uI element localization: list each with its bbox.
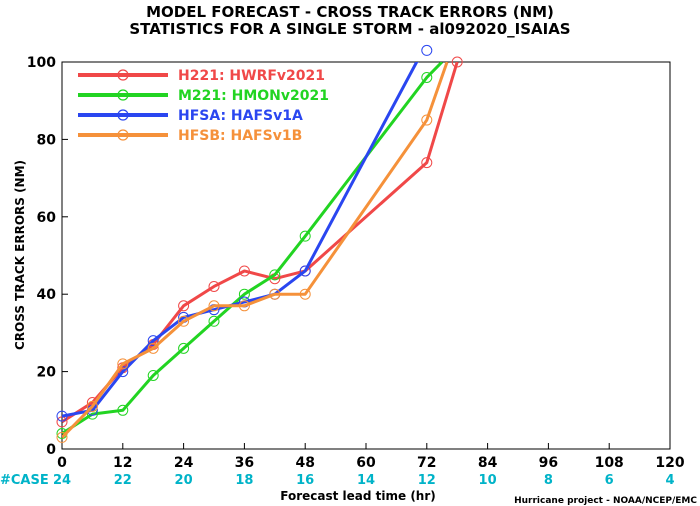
data-point	[178, 315, 190, 327]
x-tick-label: 108	[595, 455, 624, 471]
x-tick-label: 24	[174, 455, 194, 471]
legend-label: M221: HMONv2021	[178, 88, 329, 104]
data-point	[56, 410, 68, 422]
series-line	[62, 62, 449, 439]
plot-frame	[61, 61, 671, 450]
data-point	[421, 157, 433, 169]
case-count: 22	[114, 473, 132, 488]
case-count: 6	[605, 473, 614, 488]
case-count: 10	[479, 473, 497, 488]
data-point	[178, 342, 190, 354]
legend-marker	[117, 129, 129, 141]
data-point	[86, 400, 98, 412]
case-count: 8	[544, 473, 553, 488]
legend-marker	[117, 109, 129, 121]
data-point	[147, 369, 159, 381]
data-point	[238, 288, 250, 300]
data-point	[117, 358, 129, 370]
data-point	[299, 288, 311, 300]
case-count: 24	[53, 473, 71, 488]
chart-subtitle: STATISTICS FOR A SINGLE STORM - al092020…	[129, 20, 570, 38]
legend-label: HFSA: HAFSv1A	[178, 108, 303, 124]
series-line	[62, 62, 444, 435]
y-tick-label: 60	[37, 210, 57, 226]
y-tick-label: 80	[37, 132, 57, 148]
x-tick-label: 60	[356, 455, 376, 471]
series-line	[62, 62, 419, 418]
case-count: 12	[418, 473, 436, 488]
data-point	[208, 315, 220, 327]
data-point	[299, 265, 311, 277]
axis-ticks: 0 12 24 36 48 60 72 84 96 108 120 0 20 40 60 80 100	[27, 55, 685, 471]
x-tick-label: 84	[478, 455, 498, 471]
case-label: #CASE	[0, 473, 49, 488]
data-point	[56, 416, 68, 428]
data-point	[238, 300, 250, 312]
y-axis-label: CROSS TRACK ERRORS (NM)	[13, 160, 27, 350]
y-tick-label: 100	[27, 55, 56, 71]
x-tick-label: 36	[235, 455, 254, 471]
case-count: 4	[665, 473, 674, 488]
data-point	[421, 114, 433, 126]
data-point	[56, 431, 68, 443]
legend-label: H221: HWRFv2021	[178, 68, 325, 84]
y-tick-label: 0	[46, 442, 56, 458]
data-point	[178, 300, 190, 312]
data-point	[269, 288, 281, 300]
x-tick-label: 96	[539, 455, 558, 471]
case-count: 16	[296, 473, 314, 488]
legend-marker	[117, 89, 129, 101]
data-point	[421, 71, 433, 83]
data-point	[421, 44, 433, 56]
series-group	[56, 62, 444, 440]
data-point	[451, 56, 463, 68]
credit-text: Hurricane project - NOAA/NCEP/EMC	[514, 496, 697, 506]
case-counts: 24 22 20 18 16 14 12 10 8 6 4	[53, 473, 675, 488]
data-point	[299, 230, 311, 242]
x-tick-label: 120	[655, 455, 684, 471]
x-tick-label: 48	[295, 455, 314, 471]
y-tick-label: 20	[37, 365, 57, 381]
data-point	[208, 300, 220, 312]
x-axis-label: Forecast lead time (hr)	[280, 489, 436, 503]
case-count: 18	[235, 473, 253, 488]
x-tick-label: 12	[113, 455, 132, 471]
legend-label: HFSB: HAFSv1B	[178, 128, 302, 144]
series-layer	[56, 44, 463, 443]
data-point	[238, 265, 250, 277]
data-point	[117, 404, 129, 416]
data-point	[147, 342, 159, 354]
y-tick-label: 40	[37, 287, 57, 303]
case-count: 20	[175, 473, 193, 488]
data-point	[208, 280, 220, 292]
x-tick-label: 0	[57, 455, 67, 471]
legend-marker	[117, 69, 129, 81]
chart-title: MODEL FORECAST - CROSS TRACK ERRORS (NM)	[146, 3, 554, 21]
legend: H221: HWRFv2021 M221: HMONv2021 HFSA: HAFS…	[78, 68, 329, 144]
x-tick-label: 72	[417, 455, 436, 471]
data-point	[147, 335, 159, 347]
data-point	[269, 269, 281, 281]
case-count: 14	[357, 473, 375, 488]
series-group	[56, 62, 449, 443]
